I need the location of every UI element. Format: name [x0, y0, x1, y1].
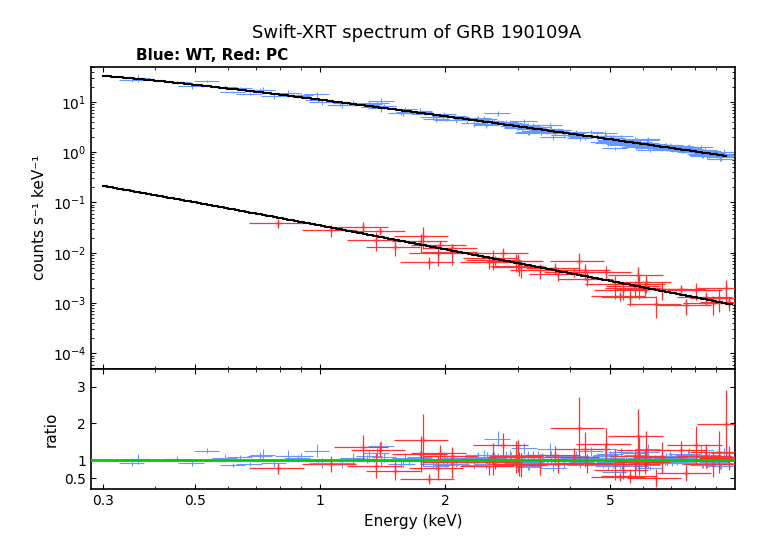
Y-axis label: counts s⁻¹ keV⁻¹: counts s⁻¹ keV⁻¹: [32, 155, 47, 280]
Y-axis label: ratio: ratio: [44, 411, 58, 446]
Text: Swift-XRT spectrum of GRB 190109A: Swift-XRT spectrum of GRB 190109A: [252, 24, 581, 42]
Text: Blue: WT, Red: PC: Blue: WT, Red: PC: [136, 48, 289, 63]
X-axis label: Energy (keV): Energy (keV): [364, 514, 462, 529]
